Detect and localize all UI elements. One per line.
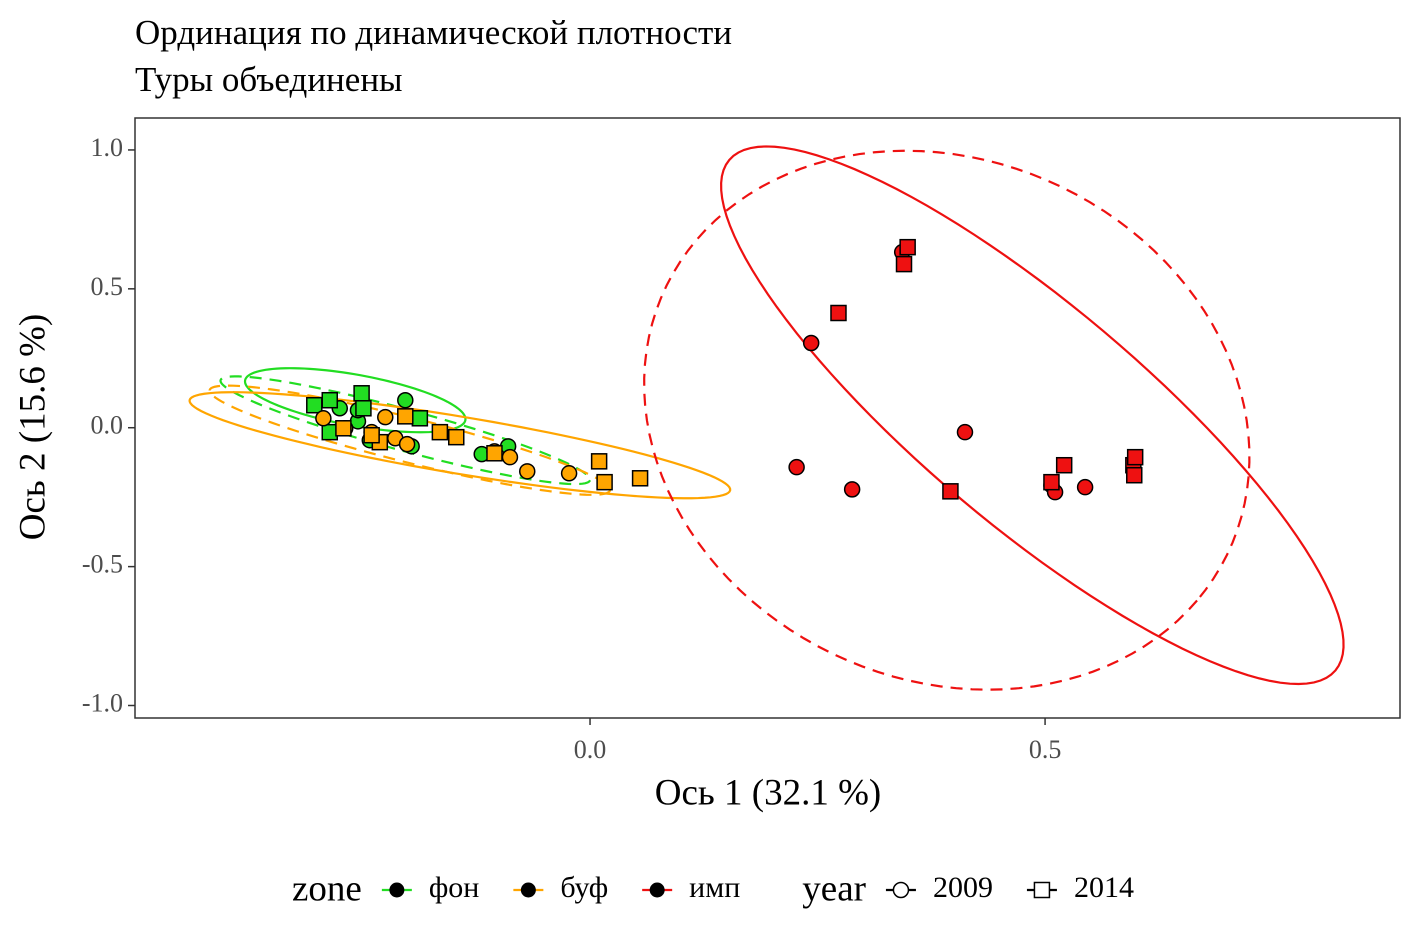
point — [895, 255, 913, 273]
point — [788, 458, 805, 476]
ellipse — [208, 384, 612, 496]
point — [306, 396, 323, 414]
point — [431, 423, 449, 441]
plot-panel — [134, 117, 1401, 719]
legend-key-dot — [389, 882, 405, 898]
legend-key-shape — [892, 881, 910, 899]
point — [631, 470, 649, 487]
point — [830, 304, 847, 322]
legend-title: zone — [292, 868, 362, 909]
point — [397, 408, 414, 425]
point — [353, 385, 370, 402]
point — [448, 428, 465, 446]
ellipse — [219, 375, 592, 486]
point — [802, 334, 820, 352]
legend-label: 2009 — [933, 871, 993, 904]
point — [501, 448, 519, 466]
point — [1055, 456, 1073, 474]
point — [1126, 466, 1143, 484]
point — [1043, 473, 1060, 491]
y-tick-label: -0.5 — [82, 550, 123, 579]
ellipse — [643, 149, 1251, 691]
point — [518, 463, 536, 480]
ellipse — [188, 391, 732, 500]
point — [486, 445, 503, 462]
chart-subtitle: Туры объединены — [135, 60, 403, 99]
point — [899, 238, 916, 256]
point — [397, 391, 414, 409]
point — [398, 435, 416, 453]
point — [1126, 448, 1144, 466]
point — [377, 408, 394, 426]
legend-title: year — [802, 868, 866, 909]
y-tick-label: 0.0 — [91, 411, 124, 440]
x-axis-title: Ось 1 (32.1 %) — [655, 772, 881, 813]
legend-label: фон — [429, 871, 480, 904]
legend-key-dot — [649, 882, 665, 898]
legend-label: буф — [560, 871, 608, 904]
point — [335, 420, 352, 437]
ellipse — [243, 367, 467, 434]
ellipse — [720, 145, 1345, 686]
chart-title: Ординация по динамической плотности — [135, 13, 732, 52]
x-tick-label: 0.5 — [1029, 735, 1062, 764]
point — [321, 423, 339, 441]
point — [942, 483, 959, 500]
y-tick-label: -1.0 — [82, 688, 123, 717]
point — [363, 426, 380, 444]
point — [843, 481, 861, 498]
legend-label: 2014 — [1074, 871, 1134, 904]
point — [315, 410, 332, 427]
legend-key-shape — [1033, 881, 1051, 899]
point — [590, 453, 608, 470]
point — [596, 473, 613, 491]
y-tick-label: 0.5 — [91, 272, 124, 301]
point — [355, 400, 372, 417]
legend-key-dot — [520, 882, 536, 898]
y-axis-title: Ось 2 (15.6 %) — [12, 314, 53, 540]
x-tick-label: 0.0 — [574, 735, 607, 764]
y-tick-label: 1.0 — [91, 133, 124, 162]
point — [411, 410, 429, 427]
point — [321, 391, 339, 409]
point — [560, 465, 578, 482]
legend-label: имп — [689, 871, 740, 904]
point — [1076, 478, 1094, 496]
point — [956, 423, 974, 441]
